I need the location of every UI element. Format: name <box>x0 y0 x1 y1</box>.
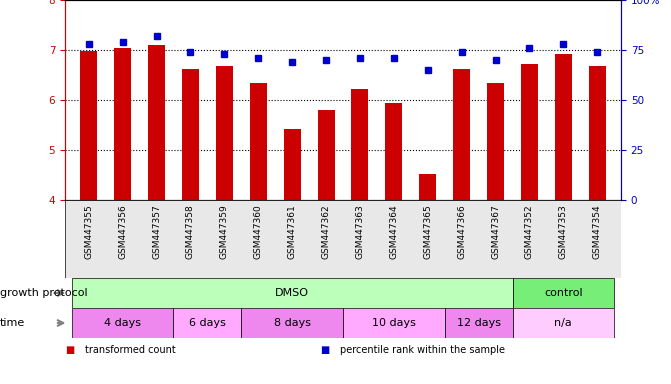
Text: ■: ■ <box>320 345 329 355</box>
Bar <box>72 278 513 308</box>
Text: control: control <box>544 288 582 298</box>
Text: DMSO: DMSO <box>275 288 309 298</box>
Text: GSM447365: GSM447365 <box>423 204 432 259</box>
Text: GSM447360: GSM447360 <box>254 204 263 259</box>
Bar <box>72 308 174 338</box>
Bar <box>174 308 242 338</box>
Bar <box>419 174 436 200</box>
Bar <box>352 89 368 200</box>
Text: GSM447352: GSM447352 <box>525 204 534 258</box>
Bar <box>114 48 131 200</box>
Bar <box>555 53 572 200</box>
Bar <box>513 278 614 308</box>
Text: GSM447362: GSM447362 <box>321 204 331 258</box>
Bar <box>250 83 266 200</box>
Bar <box>453 69 470 200</box>
Text: 12 days: 12 days <box>456 318 501 328</box>
Bar <box>182 69 199 200</box>
Bar <box>317 110 335 200</box>
Bar <box>487 83 504 200</box>
Text: 10 days: 10 days <box>372 318 416 328</box>
Text: 4 days: 4 days <box>104 318 141 328</box>
Text: transformed count: transformed count <box>85 345 176 355</box>
Bar <box>513 308 614 338</box>
Bar <box>385 103 403 200</box>
Bar <box>343 308 445 338</box>
Text: GSM447356: GSM447356 <box>118 204 127 259</box>
Bar <box>242 308 343 338</box>
Text: percentile rank within the sample: percentile rank within the sample <box>340 345 505 355</box>
Text: time: time <box>0 318 25 328</box>
Text: GSM447363: GSM447363 <box>356 204 364 259</box>
Bar <box>445 308 513 338</box>
Text: GSM447355: GSM447355 <box>85 204 93 259</box>
Text: n/a: n/a <box>554 318 572 328</box>
Text: GSM447366: GSM447366 <box>457 204 466 259</box>
Text: GSM447353: GSM447353 <box>559 204 568 259</box>
Text: GSM447364: GSM447364 <box>389 204 399 258</box>
Bar <box>284 129 301 200</box>
Text: growth protocol: growth protocol <box>0 288 88 298</box>
Bar <box>81 51 97 200</box>
Bar <box>521 64 538 200</box>
Text: GSM447359: GSM447359 <box>220 204 229 259</box>
Text: ■: ■ <box>65 345 74 355</box>
Text: GSM447367: GSM447367 <box>491 204 500 259</box>
Text: GSM447361: GSM447361 <box>288 204 297 259</box>
Text: GSM447358: GSM447358 <box>186 204 195 259</box>
Text: GSM447354: GSM447354 <box>592 204 602 258</box>
Bar <box>588 66 606 200</box>
Bar <box>148 45 165 200</box>
Text: 6 days: 6 days <box>189 318 226 328</box>
Text: GSM447357: GSM447357 <box>152 204 161 259</box>
Text: 8 days: 8 days <box>274 318 311 328</box>
Bar <box>216 66 233 200</box>
